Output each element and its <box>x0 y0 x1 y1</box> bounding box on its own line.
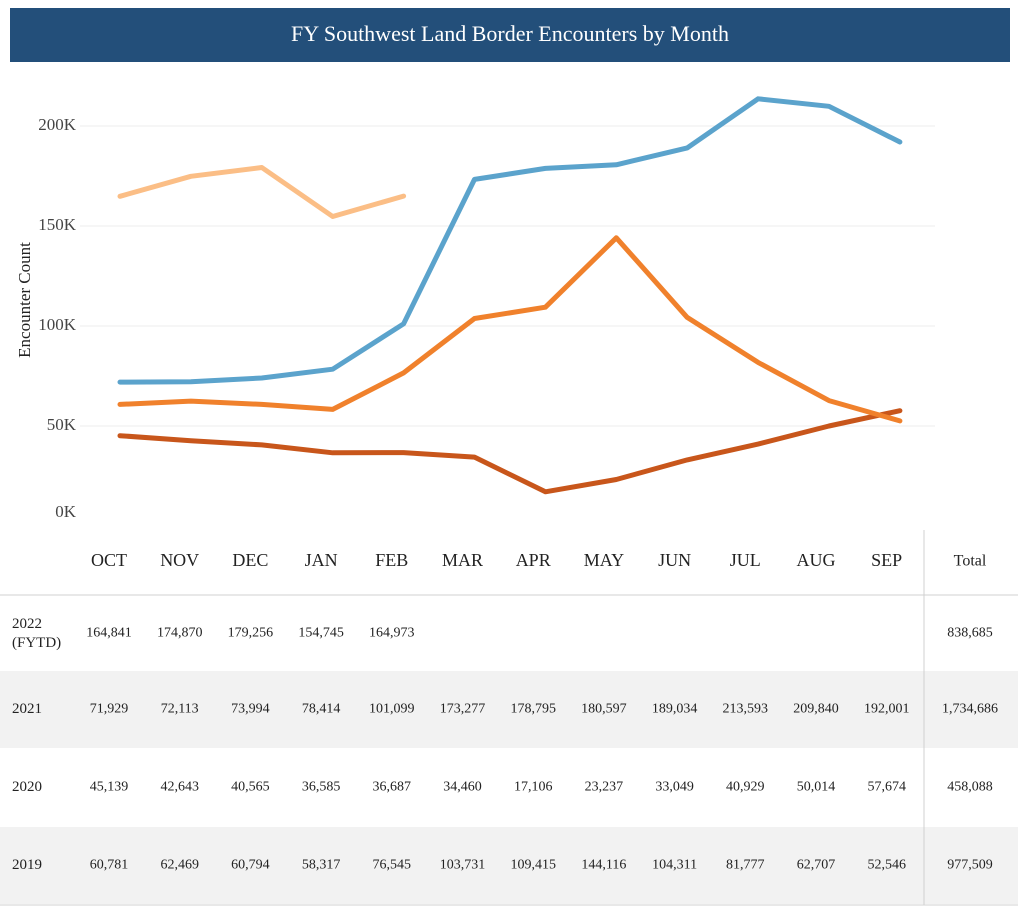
table-cell: 23,237 <box>585 780 624 795</box>
table-total: 977,509 <box>947 858 993 873</box>
y-tick-label: 50K <box>47 415 77 434</box>
table-cell: 164,973 <box>369 626 415 641</box>
table-cell: 104,311 <box>652 858 697 873</box>
title-bar <box>10 8 1010 62</box>
table-cell: 40,565 <box>231 780 270 795</box>
table-total: 1,734,686 <box>942 702 998 717</box>
series-line <box>117 165 407 219</box>
table-total: 458,088 <box>947 780 993 795</box>
lines <box>117 96 903 495</box>
table-cell: 180,597 <box>581 702 627 717</box>
table-cell: 50,014 <box>797 780 836 795</box>
table-cell: 45,139 <box>90 780 129 795</box>
table-background <box>0 671 1018 904</box>
row-label-box: 2022 (FYTD) <box>12 615 62 651</box>
row-band <box>0 827 1018 904</box>
column-header: NOV <box>160 550 199 570</box>
table-cell: 62,469 <box>160 858 199 873</box>
table-cell: 58,317 <box>302 858 341 873</box>
column-header: OCT <box>91 550 127 570</box>
row-label: 2019 <box>12 857 42 873</box>
grid: 0K 50K 100K 150K 200K <box>38 115 935 521</box>
table-cell: 73,994 <box>231 702 270 717</box>
row-label-box: 2020 <box>12 779 42 795</box>
column-header: JUL <box>730 550 761 570</box>
column-header: SEP <box>871 550 902 570</box>
table-cell: 101,099 <box>369 702 415 717</box>
table-cell: 34,460 <box>443 780 482 795</box>
column-header: DEC <box>232 550 268 570</box>
y-tick-label: 0K <box>55 502 77 521</box>
table-cell: 189,034 <box>652 702 698 717</box>
table-cell: 76,545 <box>373 858 412 873</box>
row-label-box: 2021 <box>12 701 42 717</box>
chart-title: FY Southwest Land Border Encounters by M… <box>291 21 729 46</box>
table-cell: 78,414 <box>302 702 341 717</box>
series-line <box>117 96 903 385</box>
y-tick-label: 200K <box>38 115 77 134</box>
table-cell: 144,116 <box>581 858 626 873</box>
table-cell: 173,277 <box>440 702 486 717</box>
table-cell: 71,929 <box>90 702 129 717</box>
table-cell: 109,415 <box>510 858 556 873</box>
table-cell: 36,687 <box>373 780 412 795</box>
column-header: FEB <box>375 550 408 570</box>
table-cell: 62,707 <box>797 858 836 873</box>
table-cell: 178,795 <box>510 702 556 717</box>
table-cell: 36,585 <box>302 780 341 795</box>
column-header: JAN <box>305 550 338 570</box>
column-header: APR <box>516 550 551 570</box>
table-cell: 179,256 <box>228 626 274 641</box>
table-cell: 60,794 <box>231 858 270 873</box>
table-cell: 103,731 <box>440 858 486 873</box>
table-cell: 40,929 <box>726 780 765 795</box>
table-cell: 81,777 <box>726 858 765 873</box>
table-cell: 52,546 <box>867 858 906 873</box>
column-header: JUN <box>658 550 691 570</box>
column-header: MAR <box>442 550 483 570</box>
table-cell: 154,745 <box>298 626 344 641</box>
row-label: 2022 (FYTD) <box>12 615 62 651</box>
table-cell: 33,049 <box>655 780 694 795</box>
column-header: AUG <box>797 550 836 570</box>
row-band <box>0 671 1018 748</box>
table-cell: 209,840 <box>793 702 839 717</box>
table-cell: 17,106 <box>514 780 553 795</box>
table-cell: 57,674 <box>867 780 906 795</box>
table-cell: 192,001 <box>864 702 910 717</box>
row-label: 2020 <box>12 779 42 795</box>
y-axis-label: Encounter Count <box>15 242 34 358</box>
table-cell: 213,593 <box>723 702 769 717</box>
table: OCT NOV DEC JAN FEB MAR APR MAY JUN JUL AUG SEP Tota… <box>0 530 1018 906</box>
row-label: 2021 <box>12 701 42 717</box>
table-cell: 42,643 <box>160 780 199 795</box>
table-cell: 72,113 <box>161 702 199 717</box>
y-tick-label: 100K <box>38 315 77 334</box>
table-cell: 164,841 <box>86 626 132 641</box>
table-cell: 174,870 <box>157 626 203 641</box>
series-line <box>117 235 903 424</box>
y-tick-label: 150K <box>38 215 77 234</box>
column-header: MAY <box>584 550 624 570</box>
row-label-box: 2019 <box>12 857 42 873</box>
table-total: 838,685 <box>947 626 993 641</box>
table-cell: 60,781 <box>90 858 129 873</box>
column-header: Total <box>954 553 987 570</box>
series-line <box>117 408 903 495</box>
